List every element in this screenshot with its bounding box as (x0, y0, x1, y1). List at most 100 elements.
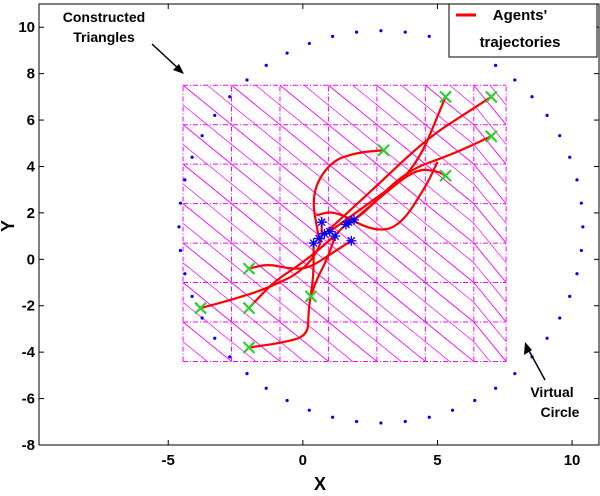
mesh-diagonal (255, 242, 281, 264)
mesh-diagonal (425, 242, 475, 283)
mesh-diagonal (182, 321, 232, 362)
mesh-diagonal (425, 282, 475, 323)
mesh-diagonal (328, 104, 353, 125)
circle-point (494, 63, 498, 68)
mesh-diagonal (303, 124, 329, 145)
mesh-diagonal (328, 301, 353, 323)
circle-point (473, 398, 477, 403)
mesh-diagonal (182, 124, 232, 165)
mesh-diagonal (255, 124, 281, 145)
mesh-diagonal (231, 144, 256, 165)
mesh-diagonal (207, 321, 232, 342)
mesh-diagonal (425, 144, 450, 165)
annotation-constructed-triangles: Constructed Triangles (63, 9, 184, 74)
mesh-diagonal (449, 321, 475, 342)
mesh-diagonal (279, 301, 305, 323)
circle-point (183, 178, 187, 182)
mesh-diagonal (207, 242, 232, 264)
mesh-diagonal (473, 223, 491, 244)
mesh-diagonal (376, 163, 426, 204)
mesh-diagonal (182, 242, 232, 283)
circle-point (307, 408, 311, 412)
target-marker (485, 130, 498, 143)
mesh-diagonal (400, 282, 426, 303)
circle-point (177, 225, 181, 229)
triangle-mesh (182, 84, 507, 362)
mesh-diagonal (255, 163, 281, 185)
circle-point (264, 63, 268, 68)
mesh-diagonal (182, 104, 208, 125)
mesh-diagonal (352, 163, 378, 185)
mesh-diagonal (231, 124, 281, 165)
legend: Agents' trajectories (448, 3, 598, 58)
circle-point (575, 178, 579, 182)
circle-point (579, 201, 583, 205)
mesh-diagonal (328, 282, 378, 323)
circle-point (190, 294, 194, 298)
mesh-diagonal (449, 124, 475, 145)
mesh-diagonal (279, 282, 329, 323)
mesh-diagonal (255, 84, 281, 106)
mesh-diagonal (376, 282, 426, 323)
circle-point (285, 51, 289, 55)
mesh-diagonal (279, 223, 305, 244)
trajectory-line (312, 149, 384, 239)
mesh-diagonal (279, 84, 329, 126)
circle-point (568, 155, 572, 159)
target-marker (242, 262, 256, 275)
y-tick-label: -4 (22, 344, 36, 361)
trajectory-line (316, 161, 439, 231)
circle-point (513, 372, 517, 376)
trajectory-line (329, 96, 447, 233)
trajectory-line (200, 222, 323, 310)
circle-point (228, 95, 232, 99)
mesh-diagonal (328, 262, 353, 283)
circle-point (183, 272, 187, 276)
mesh-diagonal (376, 301, 402, 323)
mesh-diagonal (303, 84, 329, 106)
start-marker (314, 233, 324, 244)
mesh-diagonal (231, 223, 256, 244)
mesh-diagonal (376, 84, 426, 126)
trajectory-line (309, 235, 337, 297)
start-marker (346, 235, 357, 246)
circle-point (545, 336, 549, 340)
mesh-diagonal (328, 203, 378, 244)
mesh-diagonal (255, 203, 281, 224)
mesh-diagonal (425, 84, 475, 126)
annotation-constructed-arrow (151, 43, 181, 71)
mesh-diagonal (231, 84, 281, 126)
mesh-diagonal (376, 341, 402, 362)
mesh-diagonal (182, 183, 208, 204)
mesh-diagonal (279, 163, 329, 204)
legend-label-line1: Agents' (493, 7, 547, 24)
circle-point (307, 41, 311, 46)
circle-point (558, 134, 562, 138)
mesh-diagonal (376, 183, 402, 204)
target-marker (304, 290, 318, 303)
annotation-virtual-line1: Virtual (530, 384, 573, 400)
legend-box (448, 3, 598, 58)
mesh-diagonal (231, 203, 281, 244)
target-marker (242, 341, 256, 354)
mesh-diagonal (473, 104, 491, 125)
circle-point (200, 316, 204, 320)
circle-point (545, 113, 549, 118)
mesh-diagonal (400, 124, 426, 145)
start-marker (308, 238, 319, 249)
y-axis-label: Y (0, 220, 18, 232)
x-tick-label: 0 (299, 452, 307, 469)
mesh-diagonal (255, 321, 281, 342)
target-marker (439, 90, 452, 104)
mesh-diagonal (473, 282, 507, 323)
trajectory-line (248, 239, 352, 270)
circle-point (494, 386, 498, 390)
circle-point (213, 336, 217, 340)
mesh-diagonal (352, 321, 378, 342)
x-axis-ticks: -5 0 5 10 (162, 4, 580, 469)
circle-point (190, 155, 194, 159)
mesh-diagonal (279, 341, 305, 362)
circle-point (178, 248, 183, 253)
